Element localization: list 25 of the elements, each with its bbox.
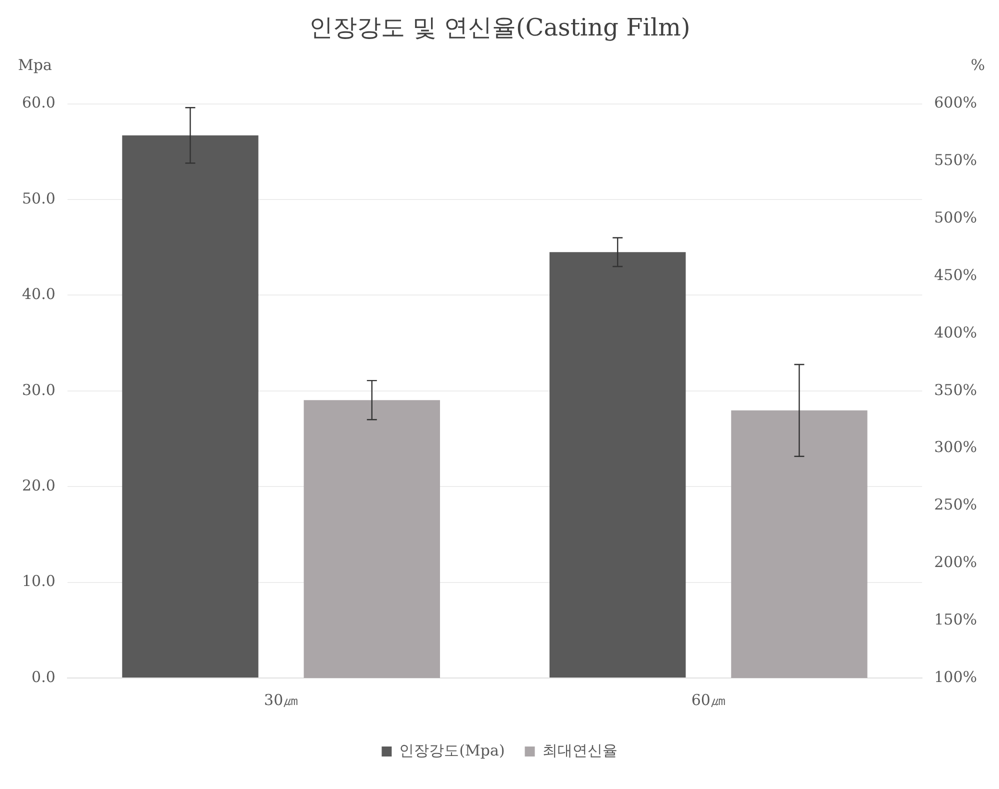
y2-tick-label: 600% bbox=[934, 94, 978, 112]
y2-tick-label: 100% bbox=[934, 668, 978, 686]
y2-tick-label: 400% bbox=[934, 323, 978, 342]
legend-label: 최대연신율 bbox=[542, 741, 618, 760]
y2-tick-label: 450% bbox=[934, 266, 978, 284]
y2-tick-label: 500% bbox=[934, 208, 978, 227]
y-tick-label: 50.0 bbox=[22, 189, 56, 208]
y2-tick-label: 150% bbox=[934, 610, 978, 628]
y2-tick-label: 200% bbox=[934, 553, 978, 572]
legend-label: 인장강도(Mpa) bbox=[399, 741, 505, 760]
y-tick-label: 40.0 bbox=[22, 285, 56, 304]
y2-tick-label: 250% bbox=[934, 496, 978, 514]
y2-axis-title: % bbox=[970, 56, 985, 74]
x-tick-label: 30㎛ bbox=[264, 690, 298, 709]
y-tick-label: 20.0 bbox=[22, 476, 56, 494]
y-tick-label: 10.0 bbox=[22, 572, 56, 590]
y-axis-title: Mpa bbox=[18, 56, 52, 74]
y2-tick-label: 300% bbox=[934, 438, 978, 456]
chart-title: 인장강도 및 연신율(Casting Film) bbox=[308, 14, 690, 42]
y-tick-label: 0.0 bbox=[32, 668, 56, 686]
y2-tick-label: 550% bbox=[934, 151, 978, 170]
y-tick-label: 60.0 bbox=[22, 94, 56, 112]
y-tick-label: 30.0 bbox=[22, 380, 56, 399]
y2-tick-label: 350% bbox=[934, 380, 978, 399]
x-tick-label: 60㎛ bbox=[691, 690, 726, 709]
